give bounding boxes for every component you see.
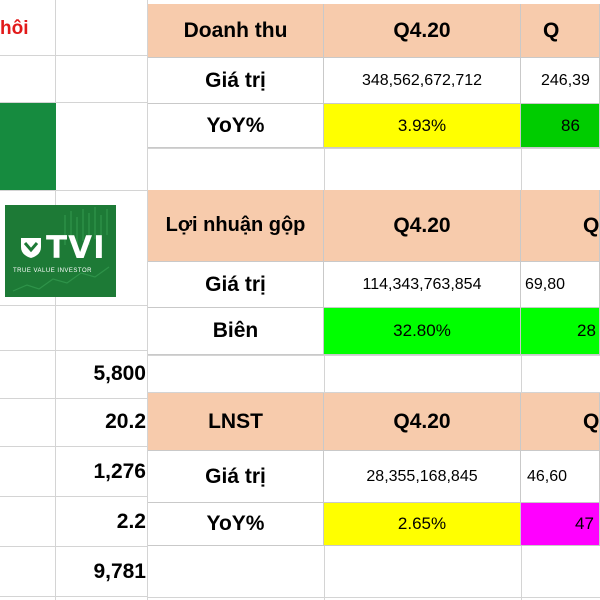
logo-chart-background [12, 207, 110, 292]
revenue-col-q420[interactable]: Q4.20 [324, 4, 521, 58]
left-title-fragment: hôi [0, 18, 29, 39]
revenue-value-next[interactable]: 246,39 [521, 58, 600, 104]
net-profit-col-next[interactable]: Q [521, 393, 600, 451]
net-profit-value-label[interactable]: Giá trị [148, 451, 324, 503]
net-profit-yoy-next[interactable]: 47 [521, 503, 600, 546]
green-fill-cell [0, 103, 56, 190]
net-profit-value-q420[interactable]: 28,355,168,845 [324, 451, 521, 503]
gross-profit-margin-label[interactable]: Biên [148, 308, 324, 355]
gross-profit-margin-next[interactable]: 28 [521, 308, 600, 355]
revenue-value-label[interactable]: Giá trị [148, 58, 324, 104]
revenue-yoy-next[interactable]: 86 [521, 104, 600, 148]
net-profit-value-next[interactable]: 46,60 [521, 451, 600, 503]
revenue-yoy-q420[interactable]: 3.93% [324, 104, 521, 148]
revenue-value-q420[interactable]: 348,562,672,712 [324, 58, 521, 104]
left-value-2[interactable]: 20.2 [105, 410, 146, 433]
revenue-col-next[interactable]: Q [521, 4, 600, 58]
tvi-logo: TVI TRUE VALUE INVESTOR [5, 205, 116, 297]
gross-profit-header[interactable]: Lợi nhuận gộp [148, 190, 324, 262]
gross-profit-col-q420[interactable]: Q4.20 [324, 190, 521, 262]
left-value-3[interactable]: 1,276 [93, 460, 146, 483]
net-profit-yoy-q420[interactable]: 2.65% [324, 503, 521, 546]
gross-profit-margin-q420[interactable]: 32.80% [324, 308, 521, 355]
net-profit-col-q420[interactable]: Q4.20 [324, 393, 521, 451]
gross-profit-value-next[interactable]: 69,80 [521, 262, 600, 308]
net-profit-yoy-label[interactable]: YoY% [148, 503, 324, 546]
gross-profit-col-next[interactable]: Q [521, 190, 600, 262]
shield-icon [21, 238, 41, 258]
left-value-5[interactable]: 9,781 [93, 560, 146, 583]
gross-profit-value-q420[interactable]: 114,343,763,854 [324, 262, 521, 308]
left-column: hôi TVI TRUE VALUE INVESTOR 5,800 20.2 1… [0, 0, 148, 600]
left-value-4[interactable]: 2.2 [116, 510, 146, 533]
logo-tagline: TRUE VALUE INVESTOR [13, 268, 92, 274]
revenue-header[interactable]: Doanh thu [148, 4, 324, 58]
net-profit-header[interactable]: LNST [148, 393, 324, 451]
revenue-yoy-label[interactable]: YoY% [148, 104, 324, 148]
logo-brand: TVI [46, 230, 106, 266]
left-value-1[interactable]: 5,800 [93, 362, 146, 385]
gross-profit-value-label[interactable]: Giá trị [148, 262, 324, 308]
